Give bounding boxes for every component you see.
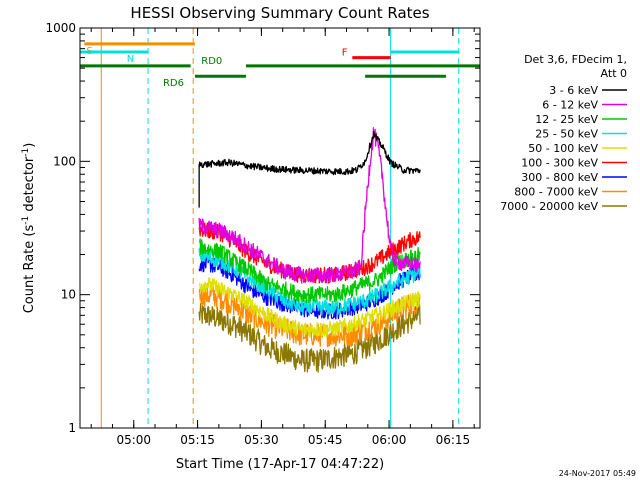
plot-frame (79, 27, 481, 429)
y-tick-label: 1 (68, 421, 76, 435)
x-tick-label: 05:45 (308, 433, 343, 447)
legend-label: 7000 - 20000 keV (500, 200, 598, 213)
legend-label: 3 - 6 keV (549, 84, 598, 97)
y-tick-label: 100 (53, 154, 76, 168)
state-bar-label: RD6 (163, 78, 184, 89)
series-group (198, 127, 421, 373)
legend-label: 300 - 800 keV (521, 171, 598, 184)
x-axis-label: Start Time (17-Apr-17 04:47:22) (176, 457, 384, 472)
state-bar-label: N (127, 54, 134, 65)
series-line (198, 247, 421, 317)
legend-label: 800 - 7000 keV (514, 186, 598, 199)
y-axis-label-sup1: -1 (21, 216, 31, 225)
legend-header: Det 3,6, FDecim 1, (524, 53, 627, 66)
y-tick-label: 1000 (45, 21, 76, 35)
x-tick-label: 05:15 (180, 433, 215, 447)
y-axis-ticks: 1 10 100 1000 (45, 21, 480, 435)
series-line (198, 130, 421, 176)
x-tick-label: 06:00 (372, 433, 407, 447)
chart-title: HESSI Observing Summary Count Rates (130, 4, 429, 22)
legend-header-2: Att 0 (601, 67, 627, 80)
y-axis-label-end: ) (22, 143, 37, 148)
legend-label: 50 - 100 keV (528, 142, 598, 155)
footer-date: 24-Nov-2017 05:49 (559, 469, 636, 478)
y-axis-label: Count Rate (s-1 detector-1) (21, 143, 37, 314)
y-axis-label-mid: detector (22, 156, 37, 216)
series-line (198, 127, 421, 284)
legend: Det 3,6, FDecim 1, Att 0 3 - 6 keV 6 - 12… (500, 53, 627, 213)
y-axis-label-sup2: -1 (21, 148, 31, 157)
y-axis-label-main: Count Rate (s (22, 225, 37, 314)
legend-label: 12 - 25 keV (535, 113, 598, 126)
state-bar-label: F (342, 48, 348, 59)
series-line (199, 238, 421, 304)
series-line (198, 302, 421, 373)
state-bar-label: RD0 (201, 56, 222, 67)
legend-label: 100 - 300 keV (521, 157, 598, 170)
series-line (199, 277, 421, 338)
legend-label: 25 - 50 keV (535, 128, 598, 141)
state-bars: SNRD0RD6F (80, 42, 480, 89)
legend-label: 6 - 12 keV (542, 99, 598, 112)
x-tick-label: 06:15 (436, 433, 471, 447)
x-tick-label: 05:00 (116, 433, 151, 447)
x-axis-ticks: 05:00 05:15 05:30 05:45 06:00 06:15 (90, 28, 475, 447)
y-tick-label: 10 (61, 288, 76, 302)
x-tick-label: 05:30 (244, 433, 279, 447)
